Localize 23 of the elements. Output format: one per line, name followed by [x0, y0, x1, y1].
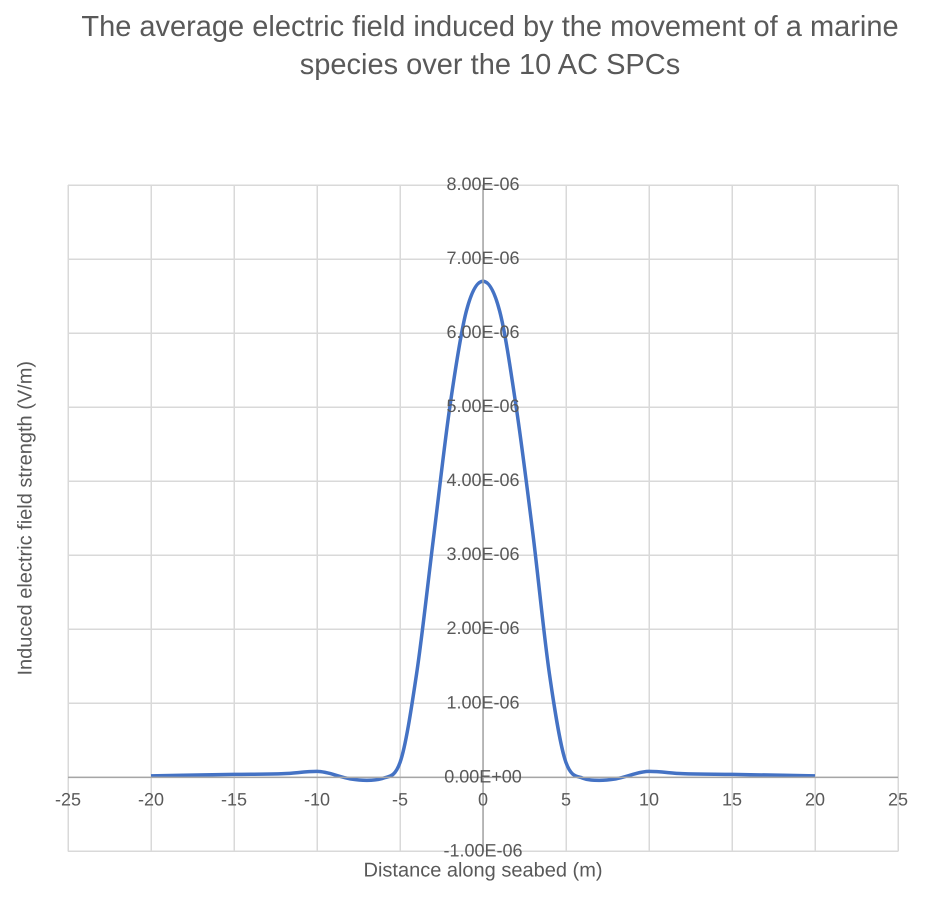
x-tick-label: 20	[804, 789, 826, 810]
x-tick-label: -10	[304, 789, 330, 810]
chart-title: The average electric field induced by the movement of a marine species over the 10 AC SPCs	[80, 10, 900, 83]
x-axis-title: Distance along seabed (m)	[363, 860, 603, 882]
y-tick-label: 2.00E-06	[446, 618, 520, 638]
y-tick-label: 7.00E-06	[446, 248, 520, 268]
y-tick-label: 0.00E+00	[444, 766, 522, 786]
x-tick-label: 10	[638, 789, 660, 810]
y-tick-label: -1.00E-06	[443, 840, 523, 860]
x-tick-label: 15	[722, 789, 742, 810]
y-tick-label: 8.00E-06	[446, 174, 520, 194]
x-tick-label: -25	[54, 789, 82, 810]
y-tick-label: 3.00E-06	[446, 544, 520, 564]
y-tick-label: 1.00E-06	[446, 692, 520, 712]
line-series	[149, 280, 817, 782]
y-tick-label: 4.00E-06	[446, 470, 520, 490]
x-tick-label: -20	[138, 789, 164, 810]
x-tick-label: -5	[392, 789, 408, 810]
x-tick-label: 25	[888, 789, 908, 810]
x-tick-label: 0	[478, 789, 488, 810]
y-axis-title: Induced electric field strength (V/m)	[14, 360, 37, 676]
x-tick-label: 5	[560, 789, 572, 810]
x-tick-label: -15	[220, 789, 248, 810]
